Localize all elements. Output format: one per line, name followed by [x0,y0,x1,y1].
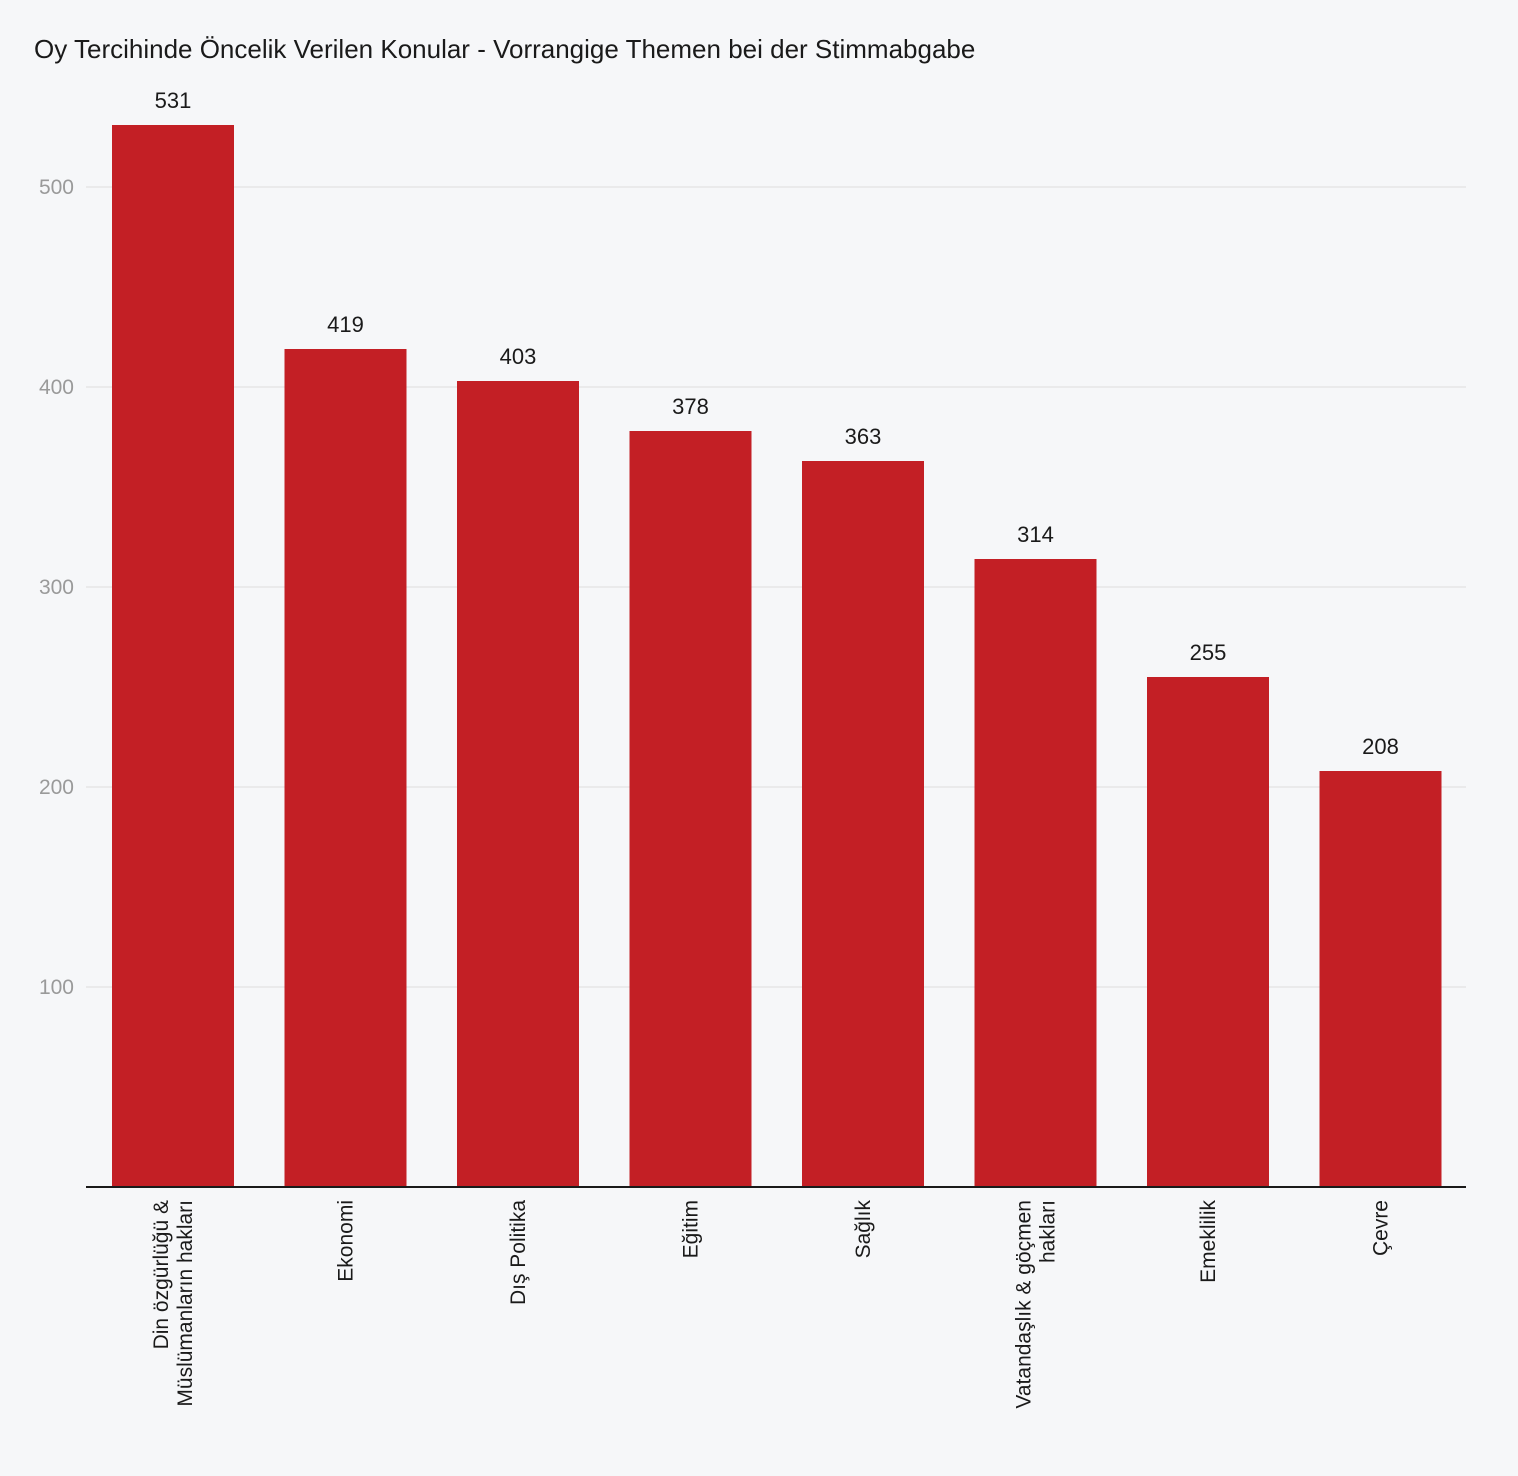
chart-title: Oy Tercihinde Öncelik Verilen Konular - … [34,34,976,64]
x-tick-label: Vatandaşlık & göçmen [1013,1200,1036,1409]
x-tick-label: Emeklilik [1197,1200,1220,1283]
x-tick-label: Din özgürlüğü & [150,1200,173,1349]
x-tick-label: Sağlık [852,1200,875,1259]
data-label: 403 [500,344,537,369]
x-tick-label: Eğitim [680,1200,703,1258]
bar [974,559,1097,1187]
bar [284,349,407,1187]
bar [1147,677,1269,1187]
y-tick-label: 300 [39,576,74,599]
data-label: 419 [327,312,364,337]
bar [802,461,924,1187]
labels: 100 200 300 400 500 531 Din özgürlüğü & Müslüma… [39,88,1399,1409]
data-label: 314 [1017,522,1054,547]
y-tick-label: 100 [39,976,74,999]
x-tick-label: Ekonomi [335,1200,358,1282]
y-tick-label: 400 [39,376,74,399]
x-tick-label: Çevre [1370,1200,1393,1256]
bar [457,381,579,1187]
x-tick-label: Müslümanların hakları [174,1200,197,1407]
x-tick-label: Dış Politika [507,1200,530,1305]
bar [1319,771,1442,1187]
bars [112,125,1442,1187]
data-label: 378 [672,394,709,419]
y-tick-label: 500 [39,176,74,199]
x-tick-label: hakları [1037,1200,1060,1263]
bar [629,431,752,1187]
y-tick-label: 200 [39,776,74,799]
data-label: 363 [845,424,882,449]
data-label: 255 [1190,640,1227,665]
data-label: 531 [155,88,192,113]
data-label: 208 [1362,734,1399,759]
bar [112,125,234,1187]
